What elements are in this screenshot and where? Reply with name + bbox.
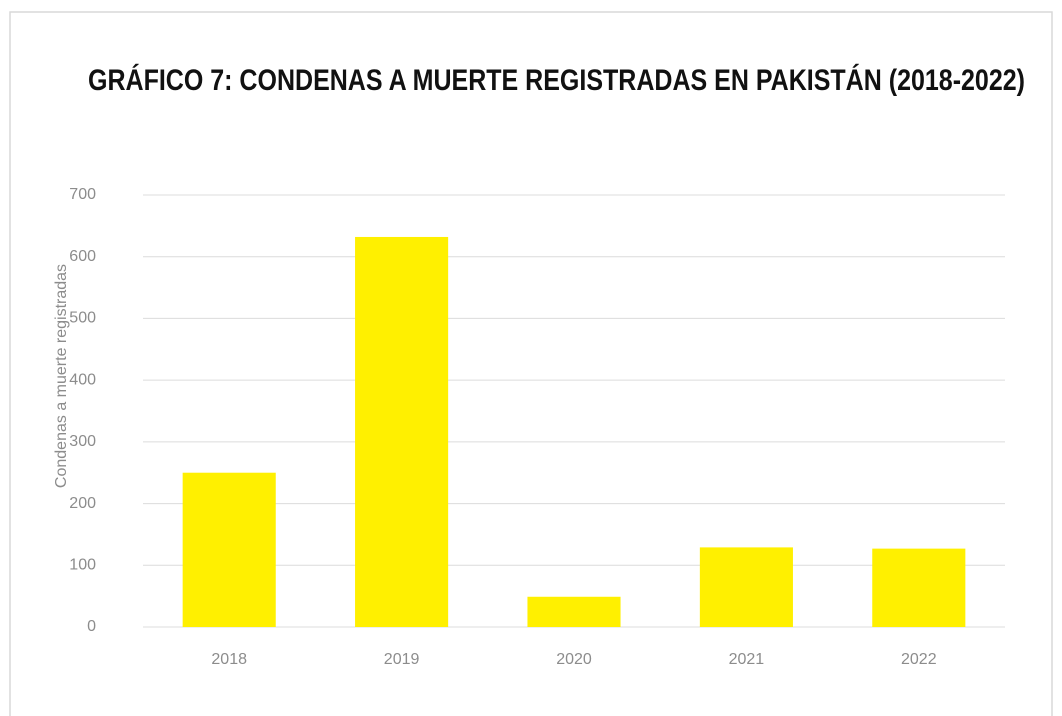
y-tick-label: 400 bbox=[69, 371, 96, 388]
y-tick-label: 0 bbox=[87, 618, 96, 635]
bar bbox=[872, 548, 966, 627]
x-tick-label: 2020 bbox=[556, 651, 592, 668]
bar bbox=[182, 472, 276, 627]
y-tick-label: 700 bbox=[69, 186, 96, 203]
frame bbox=[9, 11, 1053, 716]
bar bbox=[527, 596, 621, 627]
y-tick-label: 600 bbox=[69, 248, 96, 265]
y-tick-label: 200 bbox=[69, 495, 96, 512]
x-tick-label: 2018 bbox=[211, 651, 247, 668]
y-tick-label: 100 bbox=[69, 557, 96, 574]
chart-title: GRÁFICO 7: CONDENAS A MUERTE REGISTRADAS… bbox=[88, 63, 1025, 97]
y-axis-label: Condenas a muerte registradas bbox=[53, 264, 70, 488]
x-tick-label: 2021 bbox=[729, 651, 765, 668]
y-tick-label: 300 bbox=[69, 433, 96, 450]
x-tick-label: 2022 bbox=[901, 651, 937, 668]
y-tick-label: 500 bbox=[69, 310, 96, 327]
bar bbox=[355, 236, 449, 628]
bar bbox=[699, 547, 793, 627]
x-tick-label: 2019 bbox=[384, 651, 420, 668]
